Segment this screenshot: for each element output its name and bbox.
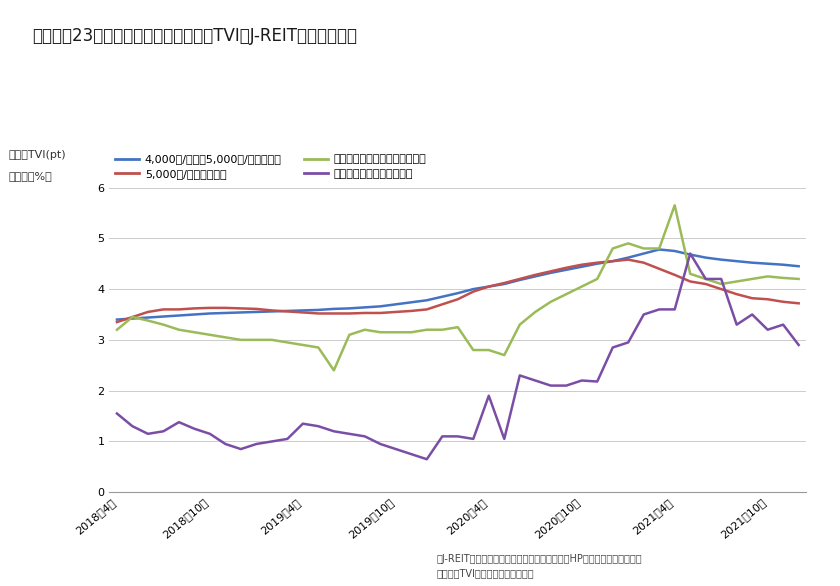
Text: 空室率TVI(pt): 空室率TVI(pt) [8,150,66,161]
Text: 【J-REIT空室率】作成：株式会社タス（各社のHPより公開データより）: 【J-REIT空室率】作成：株式会社タス（各社のHPより公開データより） [437,554,643,564]
Legend: 4,000円/㎡月～5,000円/㎡月クラス, 5,000円/㎡月超クラス, アドバンスレジデンス投資法人, 大和証券リビング投資法人: 4,000円/㎡月～5,000円/㎡月クラス, 5,000円/㎡月超クラス, ア… [115,155,427,179]
Text: 空室率（%）: 空室率（%） [8,171,52,181]
Text: 図　東京23区のハイクラス賃貸住宅のTVIとJ-REITの空室率比較: 図 東京23区のハイクラス賃貸住宅のTVIとJ-REITの空室率比較 [32,28,357,45]
Text: 【空室率TVI】分析：株式会社タス: 【空室率TVI】分析：株式会社タス [437,568,534,578]
